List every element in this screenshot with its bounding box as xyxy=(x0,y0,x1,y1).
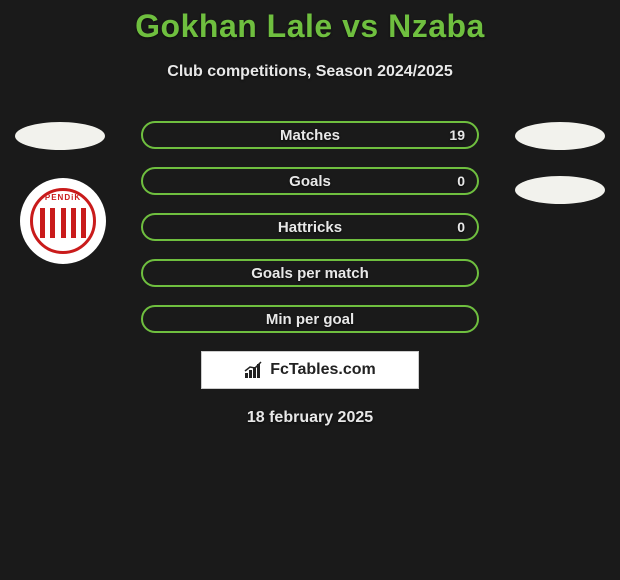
date-label: 18 february 2025 xyxy=(0,409,620,427)
decorative-ellipse-top-left xyxy=(15,122,105,150)
stat-row-hattricks: Hattricks 0 xyxy=(141,213,479,241)
decorative-ellipse-top-right xyxy=(515,122,605,150)
stat-row-goals-per-match: Goals per match xyxy=(141,259,479,287)
stat-row-goals: Goals 0 xyxy=(141,167,479,195)
brand-text: FcTables.com xyxy=(270,361,376,379)
stat-row-matches: Matches 19 xyxy=(141,121,479,149)
page-title: Gokhan Lale vs Nzaba xyxy=(0,0,620,45)
stat-label: Matches xyxy=(280,127,340,144)
decorative-ellipse-bottom-right xyxy=(515,176,605,204)
badge-top-text: PENDiK xyxy=(45,193,81,202)
stat-value: 0 xyxy=(457,219,465,235)
club-badge-inner: PENDiK xyxy=(30,188,96,254)
badge-stripes-icon xyxy=(40,208,86,238)
stat-label: Min per goal xyxy=(266,311,354,328)
stat-label: Goals per match xyxy=(251,265,369,282)
club-badge: PENDiK xyxy=(20,178,106,264)
brand-box: FcTables.com xyxy=(201,351,419,389)
stat-value: 0 xyxy=(457,173,465,189)
stats-list: Matches 19 Goals 0 Hattricks 0 Goals per… xyxy=(141,121,479,333)
page-subtitle: Club competitions, Season 2024/2025 xyxy=(0,63,620,81)
stat-label: Hattricks xyxy=(278,219,342,236)
stat-label: Goals xyxy=(289,173,331,190)
stat-value: 19 xyxy=(449,127,465,143)
bar-chart-icon xyxy=(244,361,266,379)
stat-row-min-per-goal: Min per goal xyxy=(141,305,479,333)
